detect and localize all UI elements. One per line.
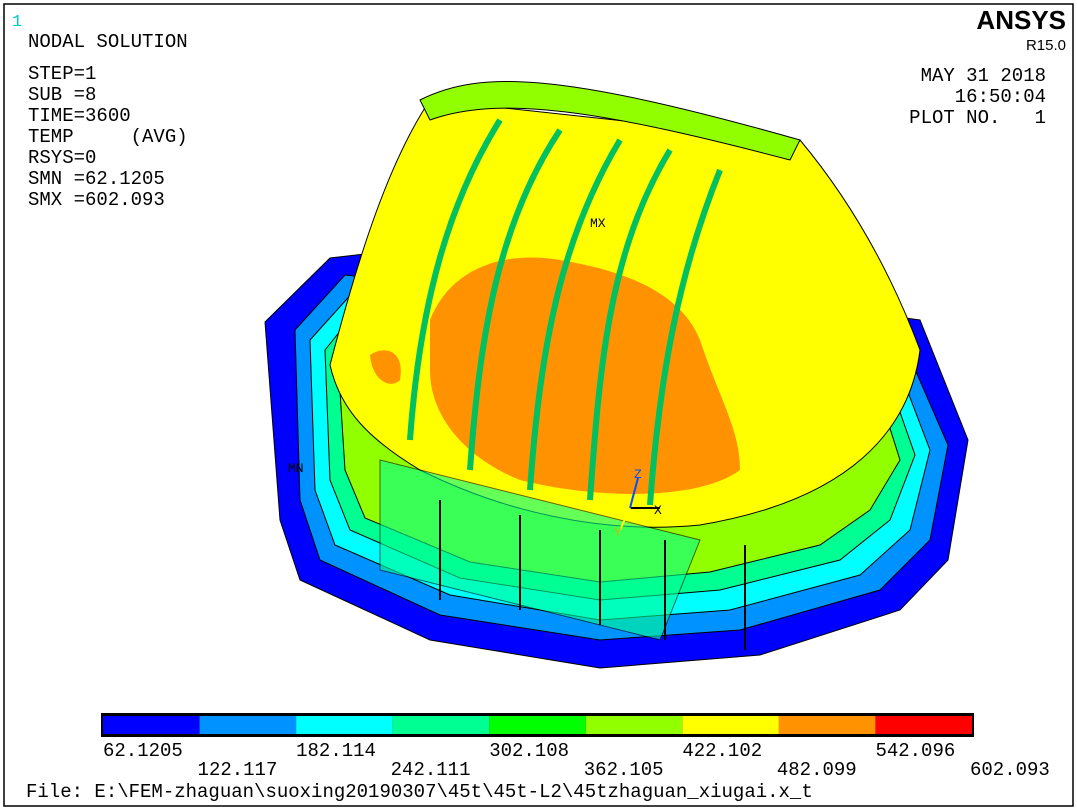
legend-band (489, 716, 586, 734)
max-marker: MX (590, 216, 606, 231)
info-line: SMX =602.093 (28, 189, 165, 211)
file-path: File: E:\FEM-zhaguan\suoxing20190307\45t… (26, 781, 813, 803)
axis-y-label: Y (614, 525, 622, 540)
axis-z-label: Z (634, 467, 642, 482)
legend-label: 302.108 (489, 740, 569, 762)
legend-label: 362.105 (584, 759, 664, 781)
brand: ANSYS (976, 5, 1066, 35)
legend-band (392, 716, 490, 734)
legend-label: 602.093 (970, 759, 1050, 781)
triad: X Y Z (614, 467, 662, 540)
window-number: 1 (12, 13, 22, 32)
color-legend: 62.1205 122.117 182.114 242.111 302.108 362.1… (101, 713, 1050, 781)
legend-band (296, 716, 393, 734)
legend-band (103, 716, 200, 734)
axis-x-label: X (654, 503, 662, 518)
legend-label: 542.096 (875, 740, 955, 762)
title: NODAL SOLUTION (28, 31, 188, 53)
min-marker: MN (288, 461, 304, 476)
legend-band (875, 716, 972, 734)
info-line: TIME=3600 (28, 105, 131, 127)
version: R15.0 (1026, 37, 1066, 54)
legend-label: 62.1205 (103, 740, 183, 762)
legend-label: 242.111 (391, 759, 471, 781)
legend-label: 182.114 (296, 740, 376, 762)
time: 16:50:04 (955, 86, 1046, 108)
info-line: TEMP (AVG) (28, 126, 188, 148)
legend-band (199, 716, 297, 734)
info-line: RSYS=0 (28, 147, 96, 169)
info-line: STEP=1 (28, 63, 96, 85)
model (264, 81, 969, 669)
legend-label: 482.099 (777, 759, 857, 781)
legend-band (682, 716, 779, 734)
legend-band (778, 716, 876, 734)
info-line: SMN =62.1205 (28, 168, 165, 190)
date: MAY 31 2018 (921, 65, 1046, 87)
legend-label: 122.117 (198, 759, 278, 781)
plot-number: PLOT NO. 1 (909, 107, 1046, 129)
legend-band (585, 716, 683, 734)
info-line: SUB =8 (28, 84, 96, 106)
legend-label: 422.102 (682, 740, 762, 762)
